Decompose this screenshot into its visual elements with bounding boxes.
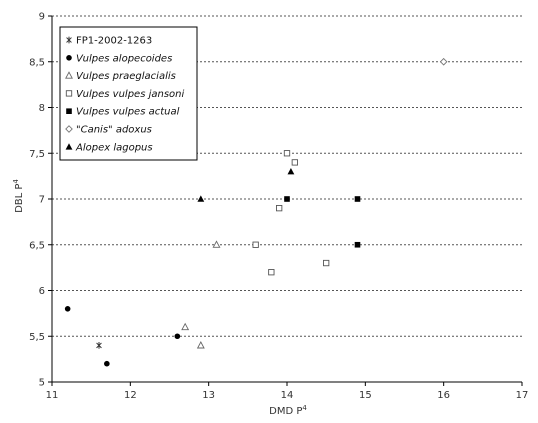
y-tick-label: 8,5 [29,57,45,68]
data-point-alopex-lagopus [287,167,295,175]
legend-item-vulpes-praeglacialis: Vulpes praeglacialis [65,71,176,82]
legend-item-vulpes-vulpes-jansoni: Vulpes vulpes jansoni [65,89,185,100]
y-axis-label: DBL P4 [12,179,25,213]
y-tick-label: 5,5 [29,332,45,343]
legend-marker-fp1-2002-1263 [66,36,72,44]
legend-marker-vulpes-vulpes-actual [66,108,72,114]
data-point-alopex-lagopus [197,195,205,202]
x-tick-label: 16 [437,390,450,401]
x-tick-label: 11 [46,390,59,401]
data-point-vulpes-alopecoides [64,306,71,312]
x-tick-label: 17 [516,390,529,401]
legend-marker-canis-adoxus [65,125,73,133]
legend-marker-vulpes-alopecoides [66,55,72,61]
legend-item-alopex-lagopus: Alopex lagopus [65,142,153,153]
data-point-vulpes-praeglacialis [212,240,221,248]
x-tick-labels: 11 12 13 14 15 16 17 [46,382,529,401]
y-tick-label: 7 [39,195,45,206]
x-tick-label: 13 [202,390,215,401]
legend-label: "Canis" adoxus [76,125,152,136]
legend-item-fp1-2002-1263: FP1-2002-1263 [66,36,152,47]
y-tick-labels: 5 5,5 6 6,5 7 7,5 8 8,5 9 [29,12,52,389]
data-point-vulpes-alopecoides [174,333,181,340]
legend-item-vulpes-vulpes-actual: Vulpes vulpes actual [66,107,180,118]
data-point-canis-adoxus [439,57,448,66]
x-tick-label: 15 [359,390,372,401]
data-point-vulpes-vulpes-jansoni [323,259,330,267]
data-point-vulpes-praeglacialis [196,341,205,349]
legend-marker-vulpes-praeglacialis [65,71,73,79]
legend-label: Vulpes alopecoides [76,53,172,64]
y-tick-label: 5 [39,378,45,389]
data-point-fp1-2002-1263 [96,342,102,349]
data-point-vulpes-vulpes-actual [284,196,290,202]
x-tick-label: 12 [124,390,137,401]
legend-label: Alopex lagopus [75,142,153,153]
y-tick-label: 8 [39,103,45,114]
data-points [64,57,448,367]
legend-marker-alopex-lagopus [65,143,73,150]
legend-label: Vulpes vulpes actual [76,107,180,118]
legend: FP1-2002-1263 Vulpes alopecoides Vulpes pr… [59,26,198,161]
x-axis-label: DMD P4 [269,404,307,417]
data-point-vulpes-vulpes-actual [354,241,361,248]
y-tick-label: 9 [39,12,45,23]
data-point-vulpes-praeglacialis [181,322,190,331]
legend-item-canis-adoxus: "Canis" adoxus [65,125,152,136]
data-point-vulpes-vulpes-jansoni [268,269,275,276]
legend-label: Vulpes praeglacialis [76,71,176,82]
legend-marker-vulpes-vulpes-jansoni [65,90,73,97]
data-point-vulpes-vulpes-jansoni [252,241,259,248]
legend-item-vulpes-alopecoides: Vulpes alopecoides [66,53,172,64]
legend-box [59,26,198,161]
legend-label: FP1-2002-1263 [76,36,152,47]
x-tick-label: 14 [281,390,294,401]
data-point-vulpes-vulpes-jansoni [291,159,298,166]
y-tick-label: 6 [39,286,45,297]
data-point-vulpes-vulpes-jansoni [276,204,283,212]
legend-label: Vulpes vulpes jansoni [76,89,185,100]
y-tick-label: 6,5 [29,240,45,251]
data-point-vulpes-vulpes-jansoni [283,150,291,157]
data-point-vulpes-vulpes-actual [354,196,361,202]
data-point-vulpes-alopecoides [104,360,110,367]
y-tick-label: 7,5 [29,149,45,160]
